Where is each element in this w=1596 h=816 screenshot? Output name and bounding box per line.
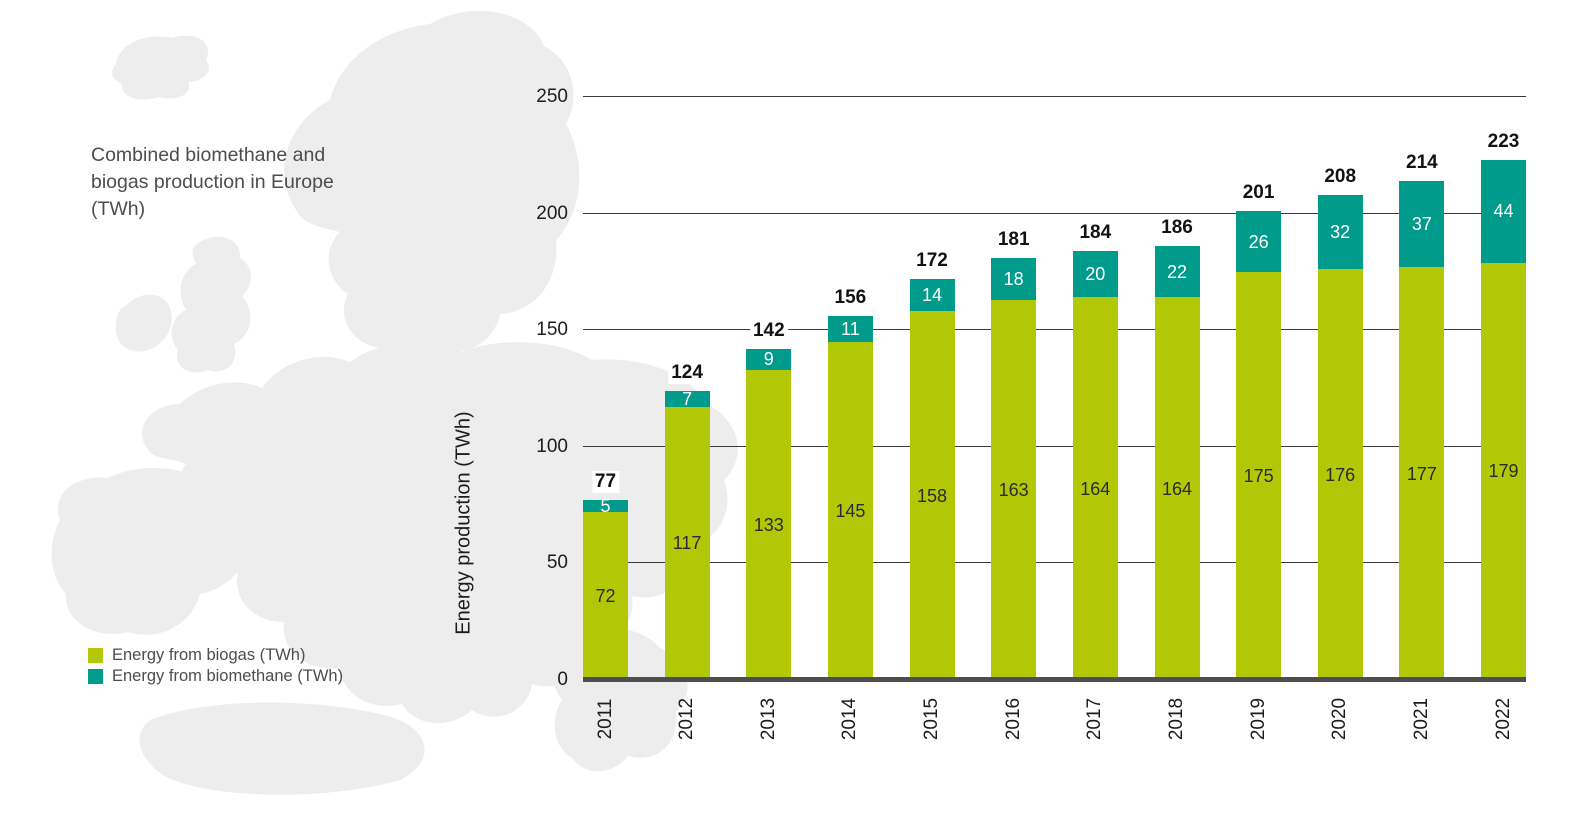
bar-2019: 201 26 175 [1236,182,1282,680]
bar-2018-total-label: 186 [1158,217,1196,240]
bar-2020-biogas-segment: 176 [1317,269,1363,680]
bar-2020-total-label: 208 [1321,165,1360,188]
biogas-swatch [88,648,103,663]
bar-2017: 184 20 164 [1072,221,1118,680]
map-great-britain [171,236,251,373]
bar-2022: 223 44 179 [1481,131,1526,680]
map-ireland [115,294,172,352]
legend-label-biomethane: Energy from biomethane (TWh) [112,667,344,685]
gridline-150 [583,329,1526,331]
bar-2017-biomethane-segment: 20 [1072,250,1118,298]
gridline-50 [583,562,1526,564]
bar-2011: 77 5 72 [583,471,628,680]
chart-title: Combined biomethane and biogas productio… [91,144,334,220]
bar-2011-total-label: 77 [591,471,620,494]
gridline-250 [583,96,1526,97]
bar-2018-biomethane-segment: 22 [1154,246,1200,298]
x-tick-2017: 2017 [1084,697,1106,741]
bar-2016-biogas-segment: 163 [991,299,1037,680]
legend-label-biogas: Energy from biogas (TWh) [112,646,306,664]
bar-2021-biogas-segment: 177 [1399,267,1445,681]
bar-2019-total-label: 201 [1239,182,1278,205]
bar-2014-biomethane-segment: 11 [827,316,873,342]
x-axis-baseline [583,677,1526,682]
bar-2020-biomethane-segment: 32 [1317,194,1363,270]
y-tick-0: 0 [557,669,568,690]
map-sicily [436,678,468,698]
bar-2017-biogas-segment: 164 [1072,297,1118,680]
map-scandinavia [284,10,580,362]
bar-2012-total-label: 124 [668,361,706,384]
bar-2012: 124 7 117 [664,361,710,680]
bar-2013-biomethane-segment: 9 [746,348,792,370]
bar-2022-biogas-segment: 179 [1481,262,1526,680]
x-tick-2020: 2020 [1329,697,1351,741]
x-tick-2012: 2012 [676,697,698,741]
gridline-100 [583,445,1526,447]
bar-2013-biogas-segment: 133 [746,369,792,681]
y-tick-250: 250 [536,86,568,107]
bar-2012-biogas-segment: 117 [664,407,710,680]
bar-2015-biogas-segment: 158 [909,311,955,680]
map-iberia [51,467,249,635]
x-tick-2014: 2014 [839,697,861,741]
bar-2014: 156 11 145 [827,287,873,680]
bar-2016: 181 18 163 [991,228,1037,680]
bar-2020: 208 32 176 [1317,165,1363,680]
x-tick-2016: 2016 [1002,697,1024,741]
bar-2022-biomethane-segment: 44 [1481,160,1526,263]
bar-2021-biomethane-segment: 37 [1399,181,1445,268]
x-tick-2011: 2011 [594,698,616,740]
bar-2014-total-label: 156 [831,287,870,310]
y-tick-50: 50 [546,552,568,574]
gridline-200 [583,212,1526,214]
bar-2015: 172 14 158 [909,249,955,680]
bar-2016-total-label: 181 [994,228,1033,251]
x-tick-2013: 2013 [757,697,779,741]
bar-2021-total-label: 214 [1403,152,1441,174]
x-tick-2015: 2015 [921,697,942,741]
bar-2018-biogas-segment: 164 [1154,297,1200,680]
bar-2016-biomethane-segment: 18 [991,257,1037,300]
bar-2018: 186 22 164 [1154,217,1200,680]
map-italy [420,554,484,668]
bar-2019-biomethane-segment: 26 [1236,211,1282,272]
bar-2011-biomethane-segment: 5 [583,497,628,515]
y-tick-100: 100 [536,435,568,457]
bar-2013: 142 9 133 [746,319,792,681]
legend-item-biomethane: Energy from biomethane (TWh) [88,666,343,687]
y-axis-title: Energy production (TWh) [452,411,475,635]
bar-2019-biogas-segment: 175 [1236,271,1282,680]
map-sardinia [345,608,371,648]
x-tick-2019: 2019 [1247,697,1269,741]
map-north-africa-coast [139,702,425,795]
legend: Energy from biogas (TWh) Energy from bio… [88,645,343,687]
x-tick-2018: 2018 [1166,697,1187,741]
bar-2013-total-label: 142 [749,319,788,342]
legend-item-biogas: Energy from biogas (TWh) [88,645,343,666]
bar-2012-biomethane-segment: 7 [664,390,710,408]
x-tick-2022: 2022 [1492,697,1514,741]
bar-2011-biogas-segment: 72 [583,512,628,680]
bar-2017-total-label: 184 [1076,221,1115,244]
map-iceland [112,35,209,100]
bar-2022-total-label: 223 [1484,131,1523,153]
bar-2021: 214 37 177 [1399,152,1445,681]
bar-2014-biogas-segment: 145 [827,341,873,680]
y-tick-150: 150 [536,319,568,341]
bar-2015-total-label: 172 [913,249,951,272]
biomethane-swatch [88,669,103,684]
y-tick-200: 200 [536,202,568,224]
x-tick-2021: 2021 [1410,697,1432,741]
bar-2015-biomethane-segment: 14 [909,278,955,312]
